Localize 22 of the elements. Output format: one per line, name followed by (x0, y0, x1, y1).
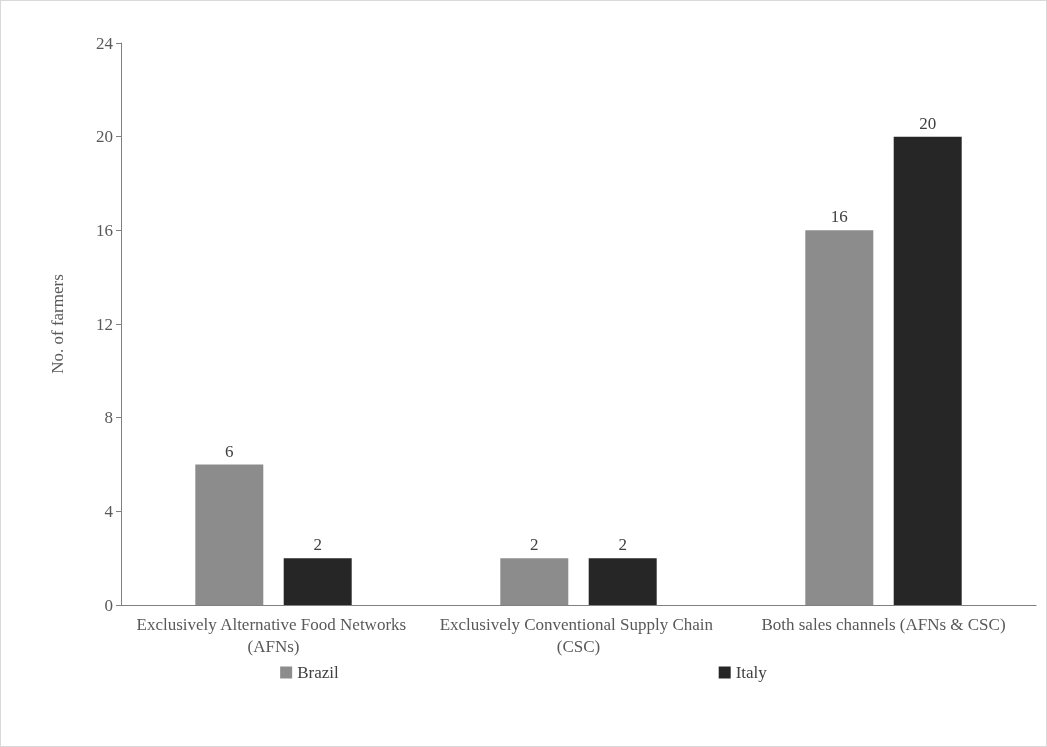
data-label: 2 (313, 535, 322, 555)
x-tick-label: Both sales channels (AFNs & CSC) (761, 614, 1006, 634)
bar (283, 558, 352, 605)
bar (893, 136, 962, 605)
bar (588, 558, 657, 605)
legend-label: Brazil (297, 663, 339, 682)
y-tick-label: 24 (96, 33, 114, 53)
y-tick-label: 20 (96, 127, 113, 147)
data-label: 2 (530, 535, 539, 555)
y-tick-label: 0 (104, 595, 113, 615)
legend-label: Italy (735, 663, 768, 682)
data-label: 2 (618, 535, 627, 555)
x-tick-label: Exclusively Conventional Supply Chain (CSC) (439, 614, 718, 656)
y-axis-title: No. of farmers (48, 274, 67, 374)
data-label: 6 (225, 441, 234, 461)
y-tick-label: 16 (96, 220, 113, 240)
y-tick-label: 8 (104, 408, 113, 428)
x-tick-label: Exclusively Alternative Food Networks (AFNs) (136, 614, 411, 656)
y-tick-label: 4 (104, 501, 114, 521)
y-tick-label: 12 (96, 314, 113, 334)
data-label: 20 (919, 113, 937, 133)
data-label: 16 (830, 207, 848, 227)
